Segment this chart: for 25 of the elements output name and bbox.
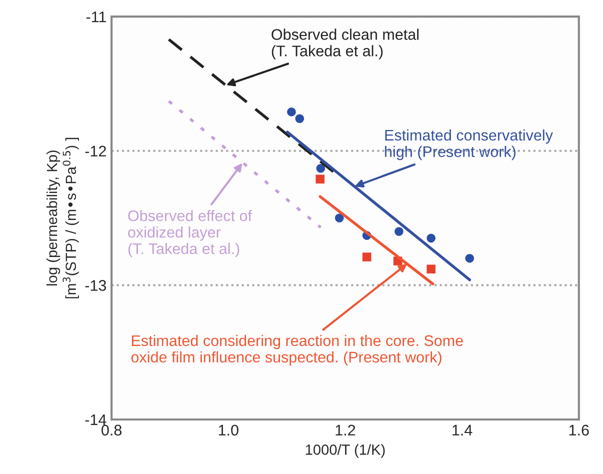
y-axis-title: log (permeability, Kp) [m$^{3}$(STP) / (m•s•Pa$^{0.5}$) ] [46,138,79,298]
x-axis-title: 1000/T (1/K) [306,444,385,458]
point [465,254,474,263]
point [362,252,372,262]
point [316,164,326,173]
annotation: Observed clean metal (T. Takeda et al.) [272,28,418,60]
annotation: Observed effect of oxidized layer (T. Takeda et al.) [128,210,252,258]
point [287,108,296,116]
y-tick-label: -13 [85,280,106,291]
point [426,234,436,243]
point [316,174,324,184]
x-tick-label: 1.0 [218,424,238,436]
x-tick-label: 0.8 [102,424,122,436]
y-tick-label: -12 [85,146,106,156]
x-tick-label: 1.2 [336,424,356,436]
y-tick-label: -11 [86,12,106,22]
point [295,114,304,124]
x-tick-label: 1.4 [452,424,472,436]
point [426,264,436,274]
point [394,227,404,236]
annotation: Estimated considering reaction in the core. Some oxide film influence suspected. (Present work) [131,334,463,366]
x-tick-label: 1.6 [569,424,589,436]
annotation: Estimated conservatively high (Present work) [385,129,553,160]
point [334,214,344,222]
y-tick-label: -14 [85,414,106,426]
